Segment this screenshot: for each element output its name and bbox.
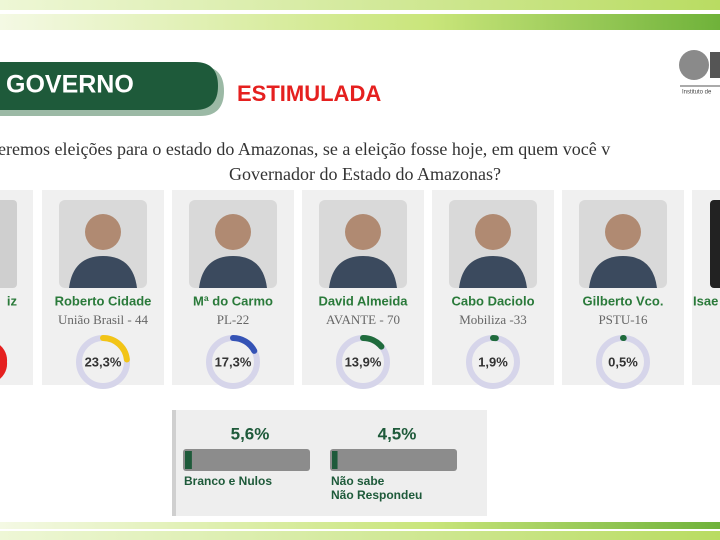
candidate-name: Isae: [693, 293, 718, 308]
candidate-name: iz: [7, 293, 18, 308]
photo-body: [329, 256, 397, 288]
header-subtitle: ESTIMULADA: [237, 81, 381, 106]
top-stripe: [0, 14, 720, 30]
gauge-label: 23,3%: [85, 354, 122, 369]
photo-body: [589, 256, 657, 288]
top-stripe: [0, 0, 720, 10]
other-label: 4,5%: [378, 424, 417, 443]
bar-fill: [185, 451, 192, 469]
gauge-arc: [360, 335, 385, 350]
gauge-fragment: [0, 345, 8, 379]
photo: [710, 200, 720, 288]
bar-fill: [332, 451, 338, 469]
photo-head: [215, 214, 251, 250]
bar-track: [330, 449, 457, 471]
candidate-party: AVANTE - 70: [326, 312, 400, 327]
photo: [0, 200, 17, 288]
photo-head: [475, 214, 511, 250]
header-pill: [0, 62, 218, 110]
photo-head: [605, 214, 641, 250]
question-line: Governador do Estado do Amazonas?: [229, 164, 501, 184]
question-line: eremos eleições para o estado do Amazona…: [0, 139, 610, 159]
other-caption: Não Respondeu: [331, 488, 422, 502]
photo-body: [69, 256, 137, 288]
candidate-name: Mª do Carmo: [193, 293, 273, 308]
gauge-label: 0,5%: [608, 354, 638, 369]
candidate-party: PL-22: [217, 312, 250, 327]
logo-letter: [710, 52, 720, 78]
candidate-party: PSTU-16: [598, 312, 648, 327]
other-label: 5,6%: [231, 424, 270, 443]
other-caption: Branco e Nulos: [184, 474, 272, 488]
candidate-party: União Brasil - 44: [58, 312, 148, 327]
header-title: GOVERNO: [6, 71, 134, 99]
gauge-label: 17,3%: [215, 354, 252, 369]
candidate-name: David Almeida: [318, 293, 408, 308]
photo-body: [459, 256, 527, 288]
gauge-arc: [100, 335, 130, 363]
gauge-label: 1,9%: [478, 354, 508, 369]
other-caption: Não sabe: [331, 474, 385, 488]
photo-body: [199, 256, 267, 288]
photo-head: [85, 214, 121, 250]
photo-head: [345, 214, 381, 250]
others-box-edge: [172, 410, 176, 516]
bar-track: [183, 449, 310, 471]
gauge-label: 13,9%: [345, 354, 382, 369]
candidate-party: Mobiliza -33: [459, 312, 527, 327]
candidate-name: Cabo Daciolo: [451, 293, 534, 308]
bottom-stripe: [0, 531, 720, 540]
logo-caption: Instituto de: [682, 90, 712, 96]
candidate-name: Roberto Cidade: [55, 293, 152, 308]
bottom-stripe: [0, 522, 720, 529]
candidate-name: Gilberto Vco.: [583, 293, 664, 308]
gauge-arc: [230, 335, 258, 354]
logo-globe: [679, 50, 709, 80]
